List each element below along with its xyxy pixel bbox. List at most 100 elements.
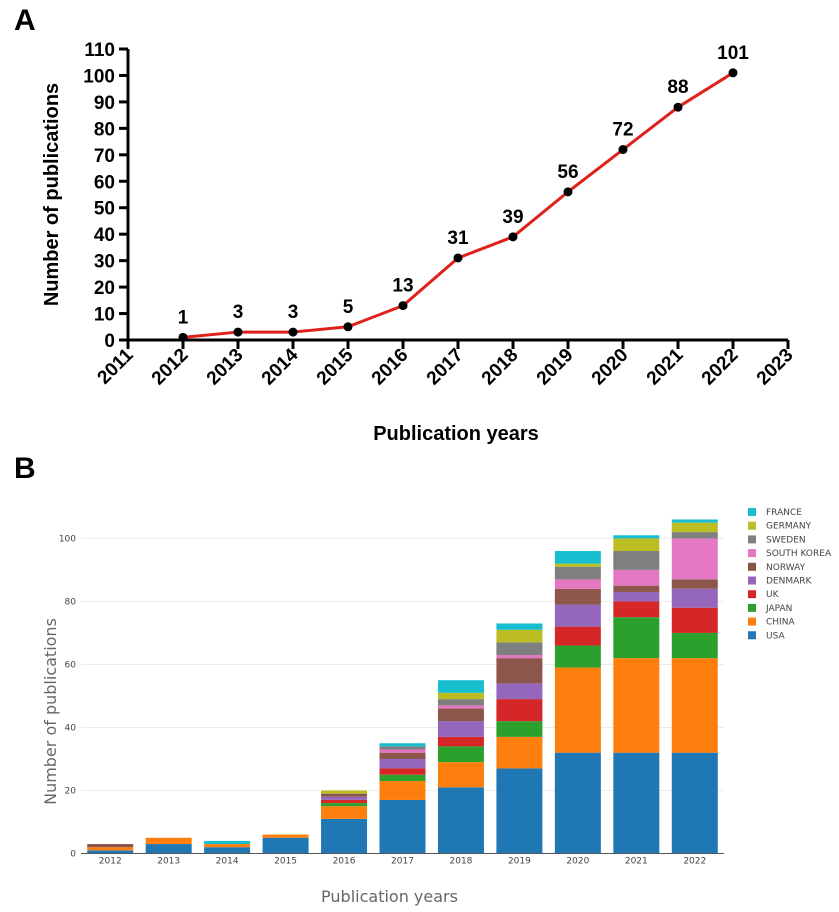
y-tick-label: 60	[94, 172, 115, 193]
data-label: 3	[233, 302, 244, 323]
legend-swatch	[748, 603, 756, 612]
data-label: 72	[612, 120, 633, 141]
bar-segment	[671, 522, 718, 533]
bar-segment	[613, 658, 660, 753]
data-point	[288, 327, 298, 337]
x-tick-label: 2020	[566, 857, 589, 867]
data-label: 1	[178, 307, 189, 328]
bar-segment	[437, 721, 484, 737]
data-point	[508, 232, 518, 242]
bar-segment	[379, 749, 426, 753]
bar-segment	[321, 803, 368, 807]
legend-label: SOUTH KOREA	[766, 549, 832, 559]
x-axis-title: Publication years	[373, 423, 539, 445]
bar-segment	[204, 840, 251, 845]
bar-segment	[554, 579, 601, 589]
bar-segment	[496, 736, 543, 769]
bar-segment	[145, 844, 192, 854]
bar-segment	[496, 658, 543, 684]
y-tick-label: 10	[94, 305, 115, 326]
bar-segment	[496, 768, 543, 854]
bar-segment	[671, 519, 718, 523]
bar-segment	[613, 617, 660, 659]
x-tick-label: 2013	[203, 345, 248, 390]
bar-segment	[87, 844, 134, 848]
legend-label: NORWAY	[766, 563, 806, 573]
bar-segment	[379, 768, 426, 775]
bar-segment	[437, 708, 484, 722]
x-tick-label: 2018	[478, 345, 523, 390]
legend-swatch	[748, 535, 756, 544]
bar-segment	[496, 623, 543, 630]
x-tick-label: 2022	[683, 857, 706, 867]
data-point	[453, 253, 463, 263]
bar-segment	[554, 563, 601, 567]
x-tick-label: 2018	[450, 857, 473, 867]
bar-segment	[613, 551, 660, 570]
y-tick-label: 60	[65, 660, 77, 670]
x-tick-label: 2015	[313, 344, 358, 389]
x-tick-label: 2012	[148, 345, 193, 390]
x-axis-title: Publication years	[321, 887, 458, 906]
bar-segment	[671, 538, 718, 580]
bar-segment	[671, 607, 718, 633]
data-point	[398, 301, 408, 311]
bar-segment	[437, 692, 484, 700]
data-point	[673, 102, 683, 112]
data-label: 39	[502, 207, 523, 228]
x-tick-label: 2022	[698, 345, 743, 390]
y-tick-label: 90	[94, 93, 115, 114]
bar-segment	[554, 604, 601, 627]
bar-segment	[613, 591, 660, 602]
bar-segment	[87, 850, 134, 854]
x-tick-label: 2016	[333, 857, 356, 867]
data-label: 101	[717, 43, 749, 64]
legend-swatch	[748, 631, 756, 640]
y-tick-label: 110	[84, 40, 115, 61]
bar-segment	[321, 818, 368, 854]
legend-label: FRANCE	[766, 508, 802, 518]
legend-label: SWEDEN	[766, 535, 806, 545]
bar-segment	[204, 847, 251, 854]
y-tick-label: 0	[70, 850, 76, 860]
x-tick-label: 2011	[94, 344, 138, 388]
bar-segment	[379, 746, 426, 750]
y-tick-label: 80	[94, 119, 115, 140]
legend-label: JAPAN	[765, 604, 792, 614]
x-tick-label: 2015	[274, 857, 297, 867]
data-label: 31	[447, 228, 469, 249]
x-tick-label: 2019	[533, 345, 578, 390]
bar-segment	[496, 721, 543, 737]
bar-segment	[437, 746, 484, 763]
bar-segment	[613, 535, 660, 539]
data-point	[618, 145, 628, 155]
bar-segment	[554, 588, 601, 605]
y-tick-label: 70	[94, 146, 115, 167]
bar-segment	[379, 799, 426, 854]
bar-segment	[671, 658, 718, 753]
bar-segment	[554, 626, 601, 646]
bar-segment	[671, 579, 718, 589]
x-tick-label: 2014	[258, 344, 303, 389]
bar-segment	[496, 642, 543, 655]
bar-segment	[613, 569, 660, 586]
bar-segment	[437, 736, 484, 747]
bar-segment	[671, 632, 718, 659]
legend-swatch	[748, 562, 756, 571]
legend-label: UK	[766, 590, 780, 600]
x-tick-label: 2016	[368, 345, 413, 390]
bar-segment	[145, 837, 192, 845]
bar-segment	[671, 588, 718, 608]
y-tick-label: 100	[59, 534, 76, 544]
bar-segment	[496, 654, 543, 659]
x-tick-label: 2023	[753, 345, 798, 390]
legend-label: GERMANY	[766, 522, 812, 532]
y-axis-title: Number of publications	[41, 83, 63, 306]
bar-segment	[437, 705, 484, 709]
bar-segment	[437, 699, 484, 706]
x-tick-label: 2020	[588, 345, 633, 390]
bar-segment	[554, 645, 601, 668]
bar-segment	[437, 762, 484, 788]
y-tick-label: 20	[65, 786, 77, 796]
bar-segment	[379, 758, 426, 769]
